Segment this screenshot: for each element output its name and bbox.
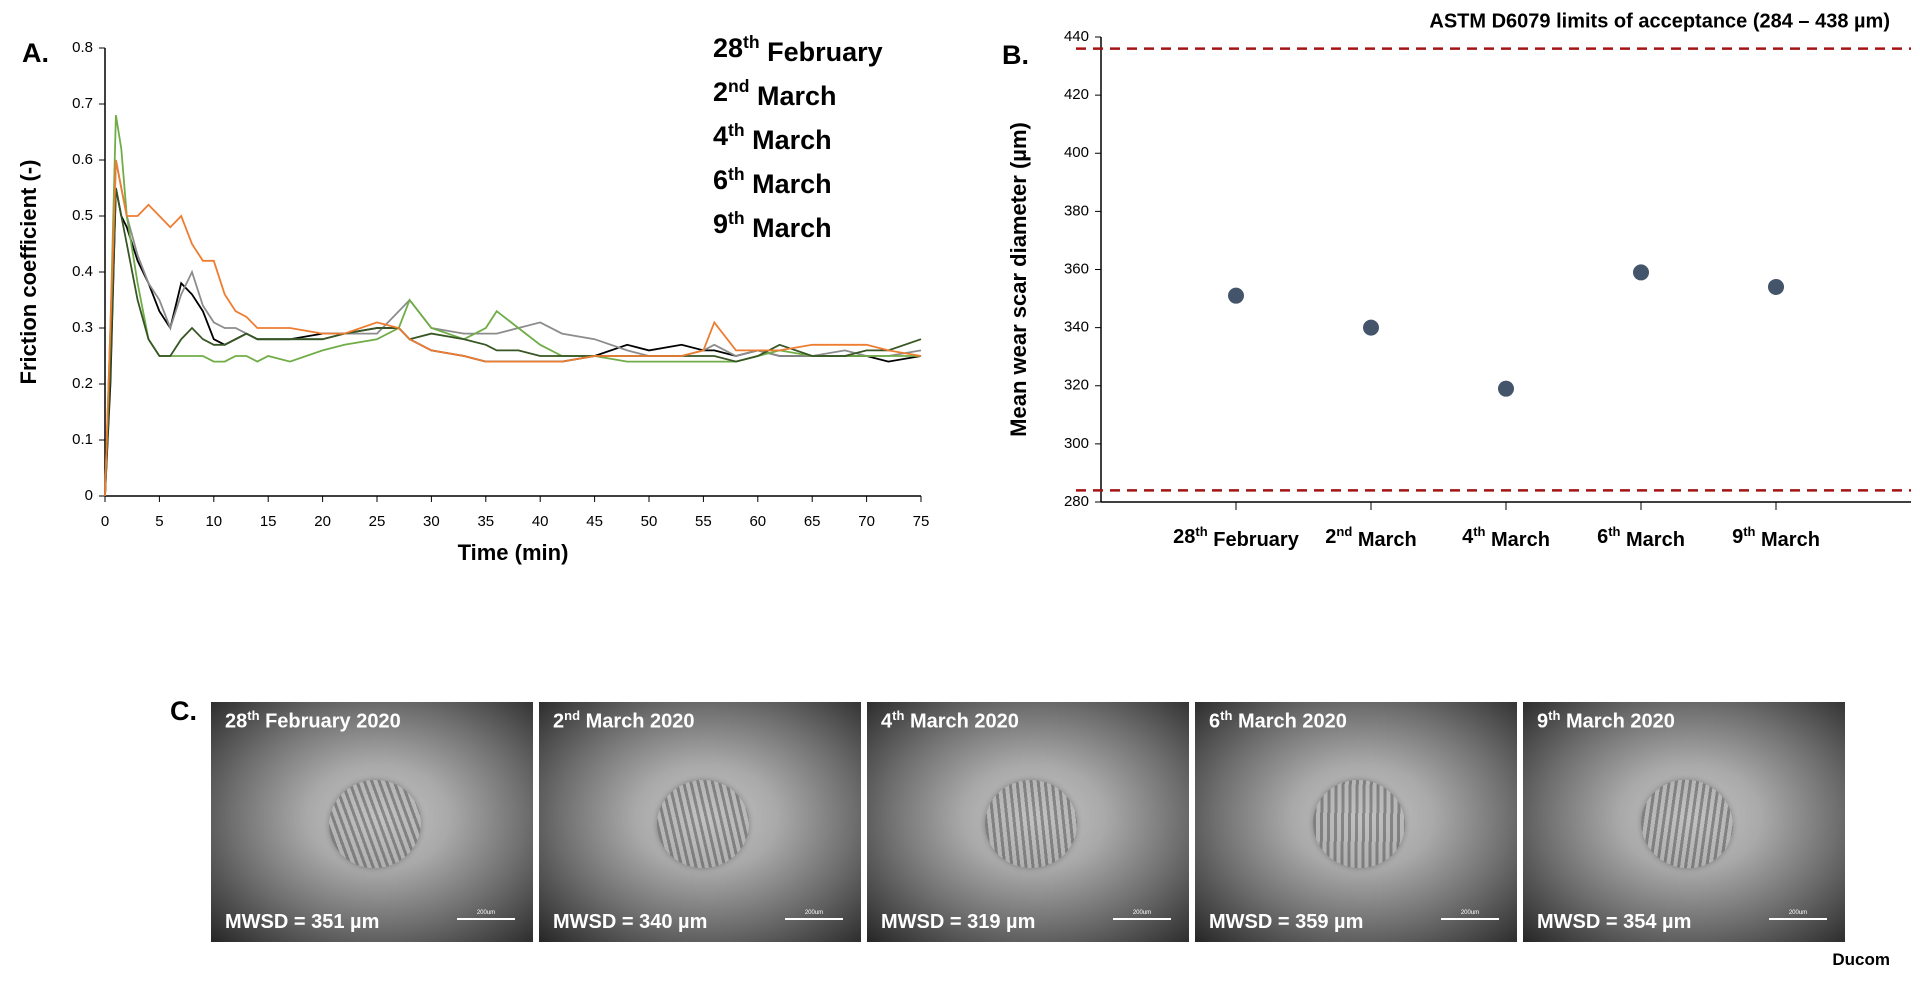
y-tick-label: 0.8 <box>72 39 93 56</box>
x-tick-label: 20 <box>314 513 331 530</box>
y-tick-label: 300 <box>1064 435 1089 452</box>
x-tick-label: 60 <box>749 513 766 530</box>
credit: Ducom <box>1832 950 1890 969</box>
y-tick-label: 340 <box>1064 319 1089 336</box>
x-tick-label: 28th February <box>1173 524 1300 551</box>
legend-entry: 28th February <box>713 32 883 67</box>
x-tick-label: 10 <box>205 513 222 530</box>
y-tick-label: 440 <box>1064 28 1089 45</box>
data-point <box>1768 278 1784 295</box>
wear-scar <box>654 777 752 871</box>
micrograph-caption: MWSD = 354 µm <box>1537 911 1692 933</box>
legend-entry: 4th March <box>713 120 832 155</box>
scale-bar: 200um <box>457 910 515 926</box>
y-tick-label: 0.2 <box>72 375 93 392</box>
data-point <box>1633 264 1649 281</box>
micrograph-title: 6th March 2020 <box>1209 708 1347 733</box>
scale-bar: 200um <box>1769 910 1827 926</box>
x-tick-label: 2nd March <box>1325 524 1416 551</box>
micrograph-title: 2nd March 2020 <box>553 708 695 733</box>
micrograph-caption: MWSD = 359 µm <box>1209 911 1364 933</box>
y-tick-label: 380 <box>1064 202 1089 219</box>
limit-annotation: ASTM D6079 limits of acceptance (284 – 4… <box>1429 10 1890 32</box>
y-tick-label: 0.6 <box>72 151 93 168</box>
x-tick-label: 65 <box>804 513 821 530</box>
y-tick-label: 0.7 <box>72 95 93 112</box>
micrograph-title: 9th March 2020 <box>1537 708 1675 733</box>
legend-entry: 6th March <box>713 164 832 199</box>
x-tick-label: 9th March <box>1732 524 1820 551</box>
x-tick-label: 70 <box>858 513 875 530</box>
x-tick-label: 40 <box>532 513 549 530</box>
micrograph-caption: MWSD = 340 µm <box>553 911 708 933</box>
series-line <box>104 159 922 497</box>
y-tick-label: 0.4 <box>72 263 93 280</box>
x-tick-label: 75 <box>913 513 930 530</box>
micrograph: 4th March 2020 MWSD = 319 µm 200um <box>867 702 1189 942</box>
y-tick-label: 0 <box>85 487 93 504</box>
x-tick-label: 25 <box>369 513 386 530</box>
scale-bar: 200um <box>1441 910 1499 926</box>
x-tick-label: 30 <box>423 513 440 530</box>
wear-scar <box>982 776 1080 872</box>
data-point <box>1498 380 1514 397</box>
series-line <box>104 159 922 497</box>
x-tick-label: 45 <box>586 513 603 530</box>
micrograph-caption: MWSD = 319 µm <box>881 911 1036 933</box>
scale-bar-label: 200um <box>804 910 824 916</box>
y-axis-title: Mean wear scar diameter (µm) <box>1006 122 1031 437</box>
x-tick-label: 0 <box>101 513 109 530</box>
micrograph: 6th March 2020 MWSD = 359 µm 200um <box>1195 702 1517 942</box>
x-tick-label: 55 <box>695 513 712 530</box>
scale-bar: 200um <box>1113 910 1171 926</box>
data-point <box>1228 287 1244 304</box>
micrograph: 9th March 2020 MWSD = 354 µm 200um <box>1523 702 1845 942</box>
wear-scar <box>1629 767 1745 881</box>
wear-scar <box>322 772 428 876</box>
scale-bar-label: 200um <box>1132 910 1152 916</box>
panel-label: A. <box>22 38 49 68</box>
y-tick-label: 280 <box>1064 493 1089 510</box>
y-tick-label: 320 <box>1064 377 1089 394</box>
x-tick-label: 35 <box>477 513 494 530</box>
panel-label: C. <box>170 696 197 726</box>
micrograph: 28th February 2020 MWSD = 351 µm 200um <box>211 702 533 942</box>
scale-bar-label: 200um <box>476 910 496 916</box>
x-tick-label: 5 <box>155 513 163 530</box>
scale-bar: 200um <box>785 910 843 926</box>
y-tick-label: 360 <box>1064 260 1089 277</box>
legend-entry: 9th March <box>713 208 832 243</box>
wear-scar <box>1305 772 1413 876</box>
x-tick-label: 15 <box>260 513 277 530</box>
legend-entry: 2nd March <box>713 76 836 111</box>
y-tick-label: 0.3 <box>72 319 93 336</box>
micrograph-caption: MWSD = 351 µm <box>225 911 380 933</box>
micrograph-title: 4th March 2020 <box>881 708 1019 733</box>
x-axis-title: Time (min) <box>458 540 569 565</box>
scale-bar-label: 200um <box>1460 910 1480 916</box>
panel-label: B. <box>1002 40 1029 70</box>
y-tick-label: 400 <box>1064 144 1089 161</box>
x-tick-label: 6th March <box>1597 524 1685 551</box>
x-tick-label: 50 <box>641 513 658 530</box>
micrograph: 2nd March 2020 MWSD = 340 µm 200um <box>539 702 861 942</box>
micrograph-title: 28th February 2020 <box>225 708 401 733</box>
x-tick-label: 4th March <box>1462 524 1550 551</box>
y-tick-label: 0.5 <box>72 207 93 224</box>
y-axis-title: Friction coefficient (-) <box>16 160 41 385</box>
y-tick-label: 0.1 <box>72 431 93 448</box>
scale-bar-label: 200um <box>1788 910 1808 916</box>
y-tick-label: 420 <box>1064 86 1089 103</box>
data-point <box>1363 319 1379 336</box>
